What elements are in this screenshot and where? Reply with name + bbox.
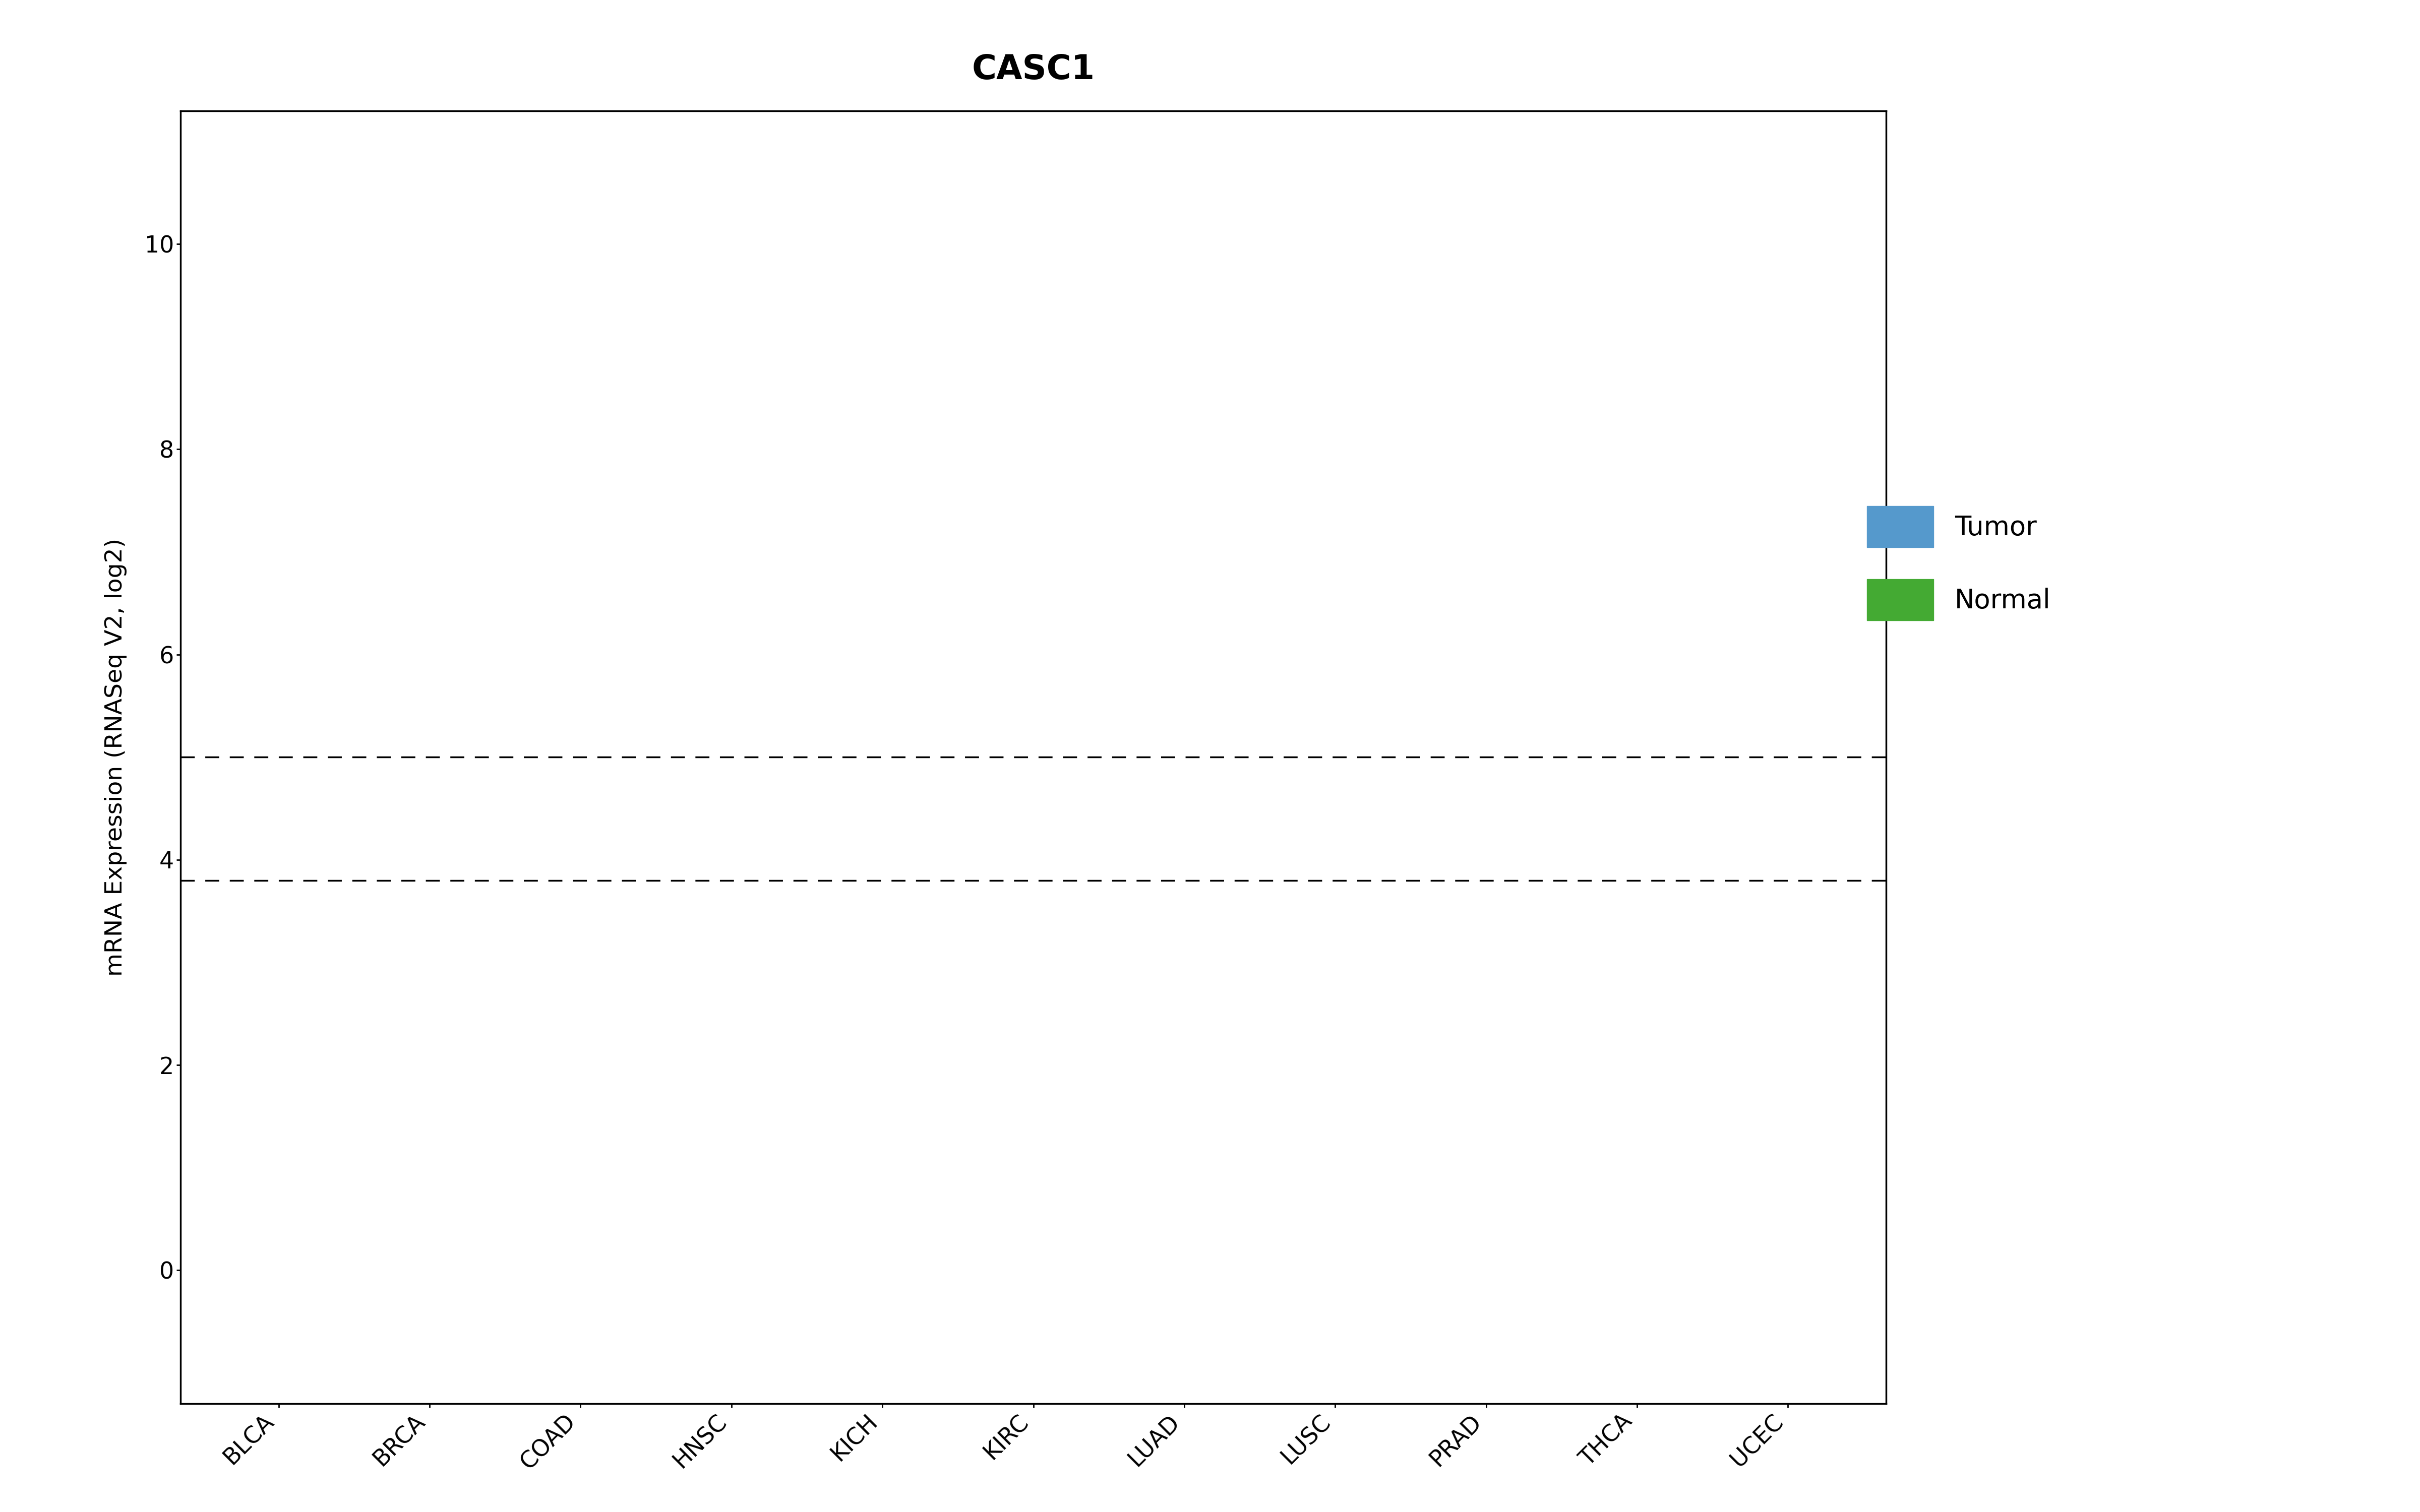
Title: CASC1: CASC1 xyxy=(973,53,1094,86)
Legend: Tumor, Normal: Tumor, Normal xyxy=(1839,479,2076,647)
Y-axis label: mRNA Expression (RNASeq V2, log2): mRNA Expression (RNASeq V2, log2) xyxy=(104,538,128,977)
